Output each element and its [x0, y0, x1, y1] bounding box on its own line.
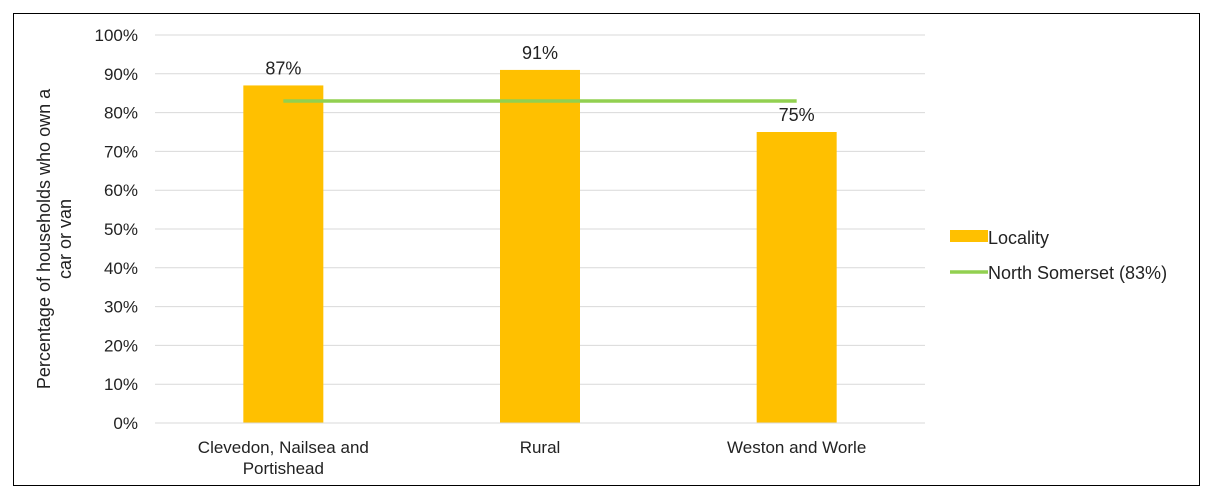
- y-tick-label: 40%: [104, 259, 138, 278]
- x-tick-label: Weston and Worle: [727, 438, 866, 457]
- y-tick-label: 60%: [104, 181, 138, 200]
- y-tick-label: 10%: [104, 375, 138, 394]
- legend-label-north-somerset: North Somerset (83%): [988, 263, 1167, 283]
- y-tick-label: 100%: [95, 26, 138, 45]
- bar: [756, 132, 837, 423]
- x-tick-label: Rural: [520, 438, 561, 457]
- y-axis-ticks: 0% 10% 20% 30% 40% 50% 60% 70% 80% 90% 100%: [95, 26, 138, 433]
- y-tick-label: 80%: [104, 104, 138, 123]
- bar: [243, 85, 324, 423]
- data-labels: 87% 91% 75%: [265, 43, 814, 125]
- y-tick-label: 30%: [104, 298, 138, 317]
- bars: [243, 69, 837, 424]
- legend-swatch-locality: [950, 230, 988, 242]
- y-tick-label: 90%: [104, 65, 138, 84]
- bar: [500, 69, 580, 424]
- legend-label-locality: Locality: [988, 228, 1049, 248]
- data-label: 87%: [265, 58, 301, 78]
- y-tick-label: 0%: [113, 414, 138, 433]
- y-tick-label: 70%: [104, 142, 138, 161]
- data-label: 75%: [779, 105, 815, 125]
- y-tick-label: 50%: [104, 220, 138, 239]
- data-label: 91%: [522, 43, 558, 63]
- y-tick-label: 20%: [104, 336, 138, 355]
- y-axis-label: Percentage of households who own acar or…: [34, 88, 75, 389]
- legend: Locality North Somerset (83%): [950, 228, 1167, 283]
- x-tick-label: Clevedon, Nailsea and Portishead: [198, 438, 369, 478]
- x-axis-ticks: Clevedon, Nailsea and Portishead Rural West…: [198, 438, 866, 478]
- chart-frame: [13, 13, 1200, 486]
